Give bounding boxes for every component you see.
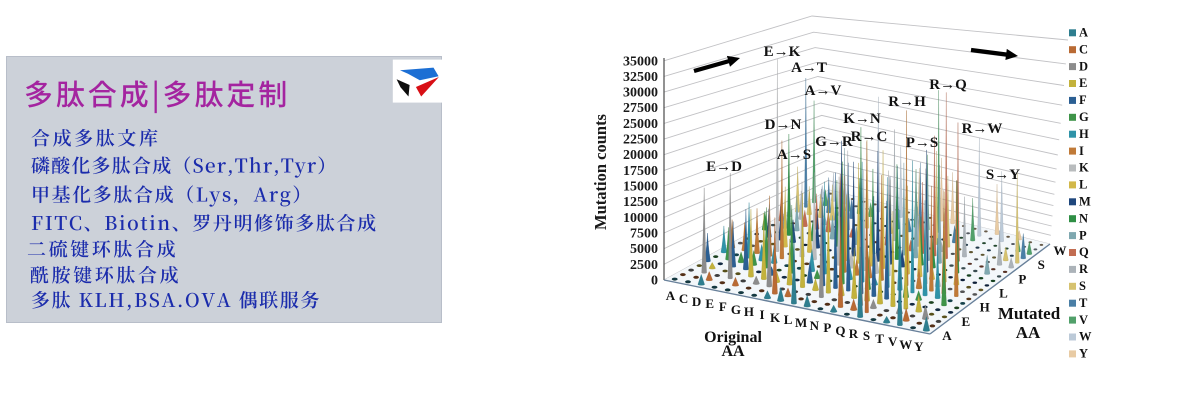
svg-text:A: A [1079, 26, 1088, 40]
svg-text:32500: 32500 [623, 70, 658, 85]
svg-text:R→Q: R→Q [929, 77, 967, 93]
svg-text:N: N [1079, 211, 1088, 225]
svg-text:V: V [1079, 313, 1088, 327]
svg-text:S: S [863, 328, 870, 343]
svg-text:S→Y: S→Y [986, 167, 1020, 183]
svg-text:0: 0 [651, 274, 658, 289]
svg-text:C: C [679, 291, 688, 306]
svg-text:A: A [942, 328, 952, 343]
svg-text:27500: 27500 [623, 101, 658, 116]
svg-text:E: E [705, 296, 714, 311]
svg-text:AA: AA [1016, 323, 1041, 342]
svg-text:D: D [692, 294, 701, 309]
svg-text:D: D [1079, 59, 1088, 73]
svg-text:R: R [1079, 262, 1089, 276]
svg-text:R→W: R→W [962, 121, 1003, 137]
svg-text:Y: Y [1079, 347, 1088, 361]
svg-text:N: N [810, 318, 820, 333]
svg-text:Mutated: Mutated [998, 304, 1061, 323]
svg-text:L: L [1079, 178, 1087, 192]
svg-text:R→H: R→H [888, 94, 926, 110]
svg-text:A→S: A→S [777, 147, 811, 163]
svg-text:E: E [1079, 76, 1087, 90]
svg-text:2500: 2500 [630, 258, 658, 273]
svg-text:T: T [1079, 296, 1088, 310]
svg-text:H: H [980, 300, 990, 315]
svg-text:H: H [744, 304, 754, 319]
svg-text:T: T [875, 331, 884, 346]
svg-text:R→C: R→C [851, 129, 888, 145]
svg-text:G→R: G→R [815, 134, 853, 150]
svg-text:Original: Original [704, 329, 762, 346]
svg-text:20000: 20000 [623, 148, 658, 163]
svg-text:G: G [731, 302, 741, 317]
svg-text:L: L [999, 286, 1008, 301]
svg-text:S: S [1038, 257, 1045, 272]
svg-text:A→V: A→V [805, 83, 842, 99]
svg-text:P: P [1018, 271, 1026, 286]
svg-text:5000: 5000 [630, 242, 658, 257]
svg-text:12500: 12500 [623, 195, 658, 210]
svg-text:D→N: D→N [765, 117, 802, 133]
svg-text:P→S: P→S [906, 135, 939, 151]
svg-text:I: I [1079, 144, 1084, 158]
svg-text:22500: 22500 [623, 133, 658, 148]
svg-text:H: H [1079, 127, 1089, 141]
svg-text:P: P [823, 320, 831, 335]
svg-text:Mutation counts: Mutation counts [591, 113, 610, 230]
svg-text:F: F [1079, 93, 1087, 107]
svg-text:V: V [888, 334, 898, 349]
svg-text:K: K [770, 310, 781, 325]
svg-text:Q: Q [1079, 245, 1089, 259]
svg-text:A: A [666, 288, 676, 303]
svg-text:W: W [1054, 243, 1067, 258]
svg-text:F: F [719, 299, 727, 314]
svg-text:L: L [784, 312, 793, 327]
svg-text:G: G [1079, 110, 1089, 124]
svg-text:M: M [1079, 195, 1091, 209]
svg-text:A→T: A→T [791, 60, 827, 76]
svg-text:E: E [961, 314, 970, 329]
svg-text:Y: Y [914, 339, 924, 354]
svg-text:K→N: K→N [843, 111, 881, 127]
svg-text:P: P [1079, 228, 1087, 242]
svg-text:Q: Q [835, 323, 845, 338]
svg-text:S: S [1079, 279, 1086, 293]
svg-text:K: K [1079, 161, 1089, 175]
svg-text:AA: AA [721, 343, 745, 360]
svg-text:C: C [1079, 42, 1088, 56]
svg-text:35000: 35000 [623, 54, 658, 69]
svg-text:30000: 30000 [623, 86, 658, 101]
svg-text:R: R [849, 326, 859, 341]
svg-text:25000: 25000 [623, 117, 658, 132]
svg-text:M: M [795, 315, 807, 330]
svg-text:W: W [1079, 330, 1092, 344]
svg-text:I: I [759, 307, 764, 322]
svg-text:W: W [899, 337, 912, 352]
svg-text:10000: 10000 [623, 211, 658, 226]
svg-text:17500: 17500 [623, 164, 658, 179]
svg-text:E→D: E→D [706, 159, 742, 175]
svg-text:15000: 15000 [623, 180, 658, 195]
svg-text:7500: 7500 [630, 227, 658, 242]
svg-text:E→K: E→K [764, 44, 801, 60]
